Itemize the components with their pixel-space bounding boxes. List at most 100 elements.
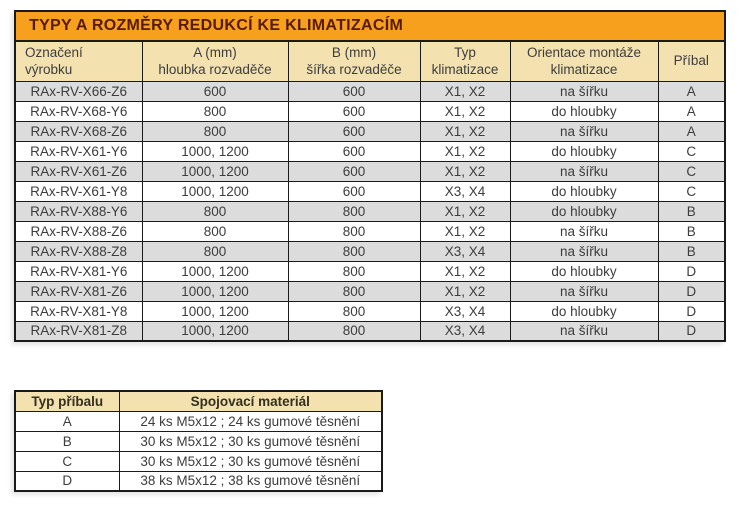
table-cell: RAx-RV-X88-Z6 xyxy=(14,220,143,242)
table-cell: RAx-RV-X68-Y6 xyxy=(14,100,143,122)
table-cell: X1, X2 xyxy=(419,100,511,122)
table-cell: X1, X2 xyxy=(419,220,511,242)
table-cell: 1000, 1200 xyxy=(141,140,289,162)
table-cell: D xyxy=(657,280,726,302)
table-cell: na šířku xyxy=(509,120,659,142)
table-cell: RAx-RV-X81-Z8 xyxy=(14,320,143,342)
table-cell: C xyxy=(657,160,726,182)
table-cell: do hloubky xyxy=(509,300,659,322)
table-row: RAx-RV-X68-Z6 800 600 X1, X2 na šířku A xyxy=(14,120,726,142)
column-header-row: Typ příbalu Spojovací materiál xyxy=(14,390,383,412)
table-cell: D xyxy=(14,470,120,492)
table-row: RAx-RV-X61-Y8 1000, 1200 600 X3, X4 do hloub… xyxy=(14,180,726,202)
page-title: TYPY A ROZMĚRY REDUKCÍ KE KLIMATIZACÍM xyxy=(14,10,726,42)
table-cell: 600 xyxy=(287,180,421,202)
table-cell: RAx-RV-X81-Z6 xyxy=(14,280,143,302)
table-cell: 30 ks M5x12 ; 30 ks gumové těsnění xyxy=(118,450,383,472)
column-header: B (mm) šířka rozvaděče xyxy=(287,40,421,82)
table-row: RAx-RV-X88-Z8 800 800 X3, X4 na šířku B xyxy=(14,240,726,262)
table-cell: 800 xyxy=(141,100,289,122)
table-cell: 1000, 1200 xyxy=(141,280,289,302)
table-cell: 600 xyxy=(287,120,421,142)
table-cell: do hloubky xyxy=(509,260,659,282)
column-header: Označení výrobku xyxy=(14,40,143,82)
table-cell: na šířku xyxy=(509,160,659,182)
table-cell: RAx-RV-X61-Y8 xyxy=(14,180,143,202)
table-cell: 800 xyxy=(287,240,421,262)
table-cell: 600 xyxy=(287,140,421,162)
table-cell: B xyxy=(657,200,726,222)
table-row: RAx-RV-X61-Y6 1000, 1200 600 X1, X2 do hloub… xyxy=(14,140,726,162)
table-cell: A xyxy=(14,410,120,432)
table-row: RAx-RV-X81-Z8 1000, 1200 800 X3, X4 na šířku… xyxy=(14,320,726,342)
table-cell: X1, X2 xyxy=(419,260,511,282)
table-cell: 600 xyxy=(287,80,421,102)
table-row: B 30 ks M5x12 ; 30 ks gumové těsnění xyxy=(14,430,383,452)
table-cell: 1000, 1200 xyxy=(141,160,289,182)
table-cell: D xyxy=(657,320,726,342)
table-row: RAx-RV-X81-Y6 1000, 1200 800 X1, X2 do hloub… xyxy=(14,260,726,282)
table-cell: 30 ks M5x12 ; 30 ks gumové těsnění xyxy=(118,430,383,452)
accessory-table: Typ příbalu Spojovací materiál A 24 ks M5x… xyxy=(14,390,383,492)
table-row: RAx-RV-X68-Y6 800 600 X1, X2 do hloubky A xyxy=(14,100,726,122)
table-cell: 800 xyxy=(141,240,289,262)
table-cell: C xyxy=(657,140,726,162)
table-cell: RAx-RV-X66-Z6 xyxy=(14,80,143,102)
table-cell: X1, X2 xyxy=(419,200,511,222)
table-cell: 800 xyxy=(141,200,289,222)
table-row: RAx-RV-X88-Z6 800 800 X1, X2 na šířku B xyxy=(14,220,726,242)
table-cell: 800 xyxy=(287,320,421,342)
table-cell: X1, X2 xyxy=(419,120,511,142)
table-cell: do hloubky xyxy=(509,180,659,202)
column-header: A (mm) hloubka rozvaděče xyxy=(141,40,289,82)
table-cell: A xyxy=(657,80,726,102)
table-cell: na šířku xyxy=(509,220,659,242)
table-row: A 24 ks M5x12 ; 24 ks gumové těsnění xyxy=(14,410,383,432)
table-cell: D xyxy=(657,300,726,322)
table-cell: RAx-RV-X68-Z6 xyxy=(14,120,143,142)
table-cell: RAx-RV-X88-Y6 xyxy=(14,200,143,222)
table-cell: 1000, 1200 xyxy=(141,300,289,322)
column-header-row: Označení výrobku A (mm) hloubka rozvaděče B … xyxy=(14,40,726,82)
table-cell: X1, X2 xyxy=(419,140,511,162)
table-cell: RAx-RV-X81-Y8 xyxy=(14,300,143,322)
table-cell: na šířku xyxy=(509,240,659,262)
table-cell: X3, X4 xyxy=(419,300,511,322)
table-cell: do hloubky xyxy=(509,140,659,162)
table-title-row: TYPY A ROZMĚRY REDUKCÍ KE KLIMATIZACÍM xyxy=(14,10,726,42)
table-cell: 38 ks M5x12 ; 38 ks gumové těsnění xyxy=(118,470,383,492)
table-cell: 800 xyxy=(141,120,289,142)
column-header: Orientace montáže klimatizace xyxy=(509,40,659,82)
table-cell: C xyxy=(14,450,120,472)
table-cell: D xyxy=(657,260,726,282)
table-row: C 30 ks M5x12 ; 30 ks gumové těsnění xyxy=(14,450,383,472)
table-cell: na šířku xyxy=(509,280,659,302)
table-cell: 600 xyxy=(287,100,421,122)
table-cell: 1000, 1200 xyxy=(141,260,289,282)
table-row: D 38 ks M5x12 ; 38 ks gumové těsnění xyxy=(14,470,383,492)
table-cell: X1, X2 xyxy=(419,160,511,182)
table-cell: 800 xyxy=(287,200,421,222)
table-cell: C xyxy=(657,180,726,202)
table-row: RAx-RV-X81-Z6 1000, 1200 800 X1, X2 na šířku… xyxy=(14,280,726,302)
table-cell: 1000, 1200 xyxy=(141,180,289,202)
table-cell: X3, X4 xyxy=(419,240,511,262)
table-row: RAx-RV-X88-Y6 800 800 X1, X2 do hloubky B xyxy=(14,200,726,222)
table-cell: na šířku xyxy=(509,320,659,342)
table-cell: 600 xyxy=(287,160,421,182)
table-cell: 800 xyxy=(141,220,289,242)
column-header: Typ příbalu xyxy=(14,390,120,412)
column-header: Spojovací materiál xyxy=(118,390,383,412)
table-cell: do hloubky xyxy=(509,100,659,122)
table-cell: 24 ks M5x12 ; 24 ks gumové těsnění xyxy=(118,410,383,432)
table-cell: na šířku xyxy=(509,80,659,102)
table-cell: RAx-RV-X61-Y6 xyxy=(14,140,143,162)
table-cell: B xyxy=(657,220,726,242)
table-cell: B xyxy=(657,240,726,262)
table-cell: 800 xyxy=(287,260,421,282)
table-cell: X3, X4 xyxy=(419,320,511,342)
table-cell: RAx-RV-X88-Z8 xyxy=(14,240,143,262)
table-cell: B xyxy=(14,430,120,452)
column-header: Příbal xyxy=(657,40,726,82)
table-row: RAx-RV-X81-Y8 1000, 1200 800 X3, X4 do hloub… xyxy=(14,300,726,322)
